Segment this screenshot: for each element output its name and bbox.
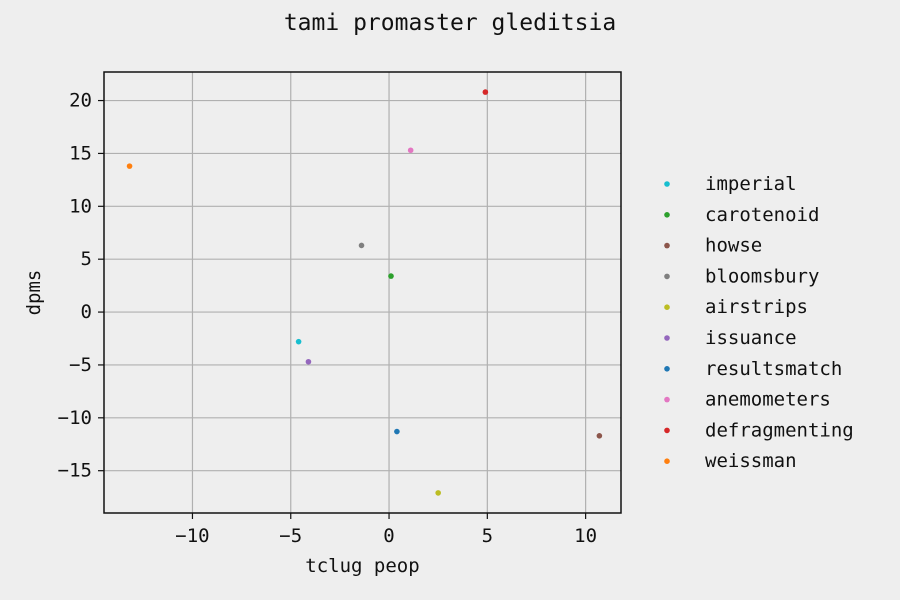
legend-marker-weissman: [664, 458, 670, 465]
data-point-weissman: [126, 163, 133, 169]
legend-marker-bloomsbury: [664, 273, 670, 280]
x-tick-label: 0: [383, 525, 394, 547]
legend-label-imperial: imperial: [705, 173, 797, 195]
legend-label-howse: howse: [705, 235, 762, 257]
data-point-bloomsbury: [358, 242, 365, 249]
x-tick-label: 10: [574, 525, 597, 547]
legend-marker-issuance: [664, 335, 670, 341]
legend-marker-defragmenting: [664, 427, 670, 434]
legend-marker-howse: [664, 242, 670, 249]
legend-marker-imperial: [664, 181, 670, 187]
data-point-defragmenting: [482, 89, 489, 95]
y-tick-label: 20: [69, 90, 92, 112]
legend-marker-resultsmatch: [664, 366, 670, 372]
y-tick-label: 5: [81, 248, 92, 270]
x-tick-label: 5: [482, 525, 493, 547]
axis-ticks: −10 −5 0 5 10 −15 −10 −5 0 5 10 15 20: [58, 90, 597, 547]
legend-marker-anemometers: [664, 396, 670, 403]
x-axis-label: tclug peop: [305, 555, 419, 577]
x-tick-label: −10: [175, 525, 209, 547]
data-point-resultsmatch: [394, 428, 400, 435]
data-point-imperial: [295, 338, 302, 345]
data-point-airstrips: [435, 490, 441, 496]
legend-label-carotenoid: carotenoid: [705, 204, 819, 226]
data-point-issuance: [305, 358, 312, 365]
legend: imperial carotenoid howse bloomsbury airstri…: [664, 173, 854, 472]
y-tick-label: 0: [81, 301, 92, 323]
y-tick-label: −15: [58, 460, 92, 482]
legend-label-weissman: weissman: [705, 450, 797, 472]
y-tick-label: 10: [69, 195, 92, 217]
legend-label-airstrips: airstrips: [705, 296, 808, 318]
legend-label-defragmenting: defragmenting: [705, 419, 854, 441]
legend-label-issuance: issuance: [705, 327, 797, 349]
plot-area: [103, 71, 622, 514]
y-tick-label: −5: [69, 354, 92, 376]
data-point-carotenoid: [388, 273, 394, 279]
y-tick-label: 15: [69, 142, 92, 164]
x-tick-label: −5: [279, 525, 302, 547]
data-point-howse: [596, 432, 603, 439]
data-points: [126, 89, 603, 496]
legend-marker-carotenoid: [664, 212, 670, 218]
legend-marker-airstrips: [664, 304, 670, 311]
legend-label-bloomsbury: bloomsbury: [705, 265, 819, 287]
legend-label-anemometers: anemometers: [705, 389, 831, 411]
chart-title: tami promaster gleditsia: [284, 10, 616, 36]
y-axis-label: dpms: [23, 270, 45, 316]
y-tick-label: −10: [58, 407, 92, 429]
data-point-anemometers: [407, 147, 414, 154]
legend-label-resultsmatch: resultsmatch: [705, 358, 842, 380]
grid: [104, 72, 621, 513]
